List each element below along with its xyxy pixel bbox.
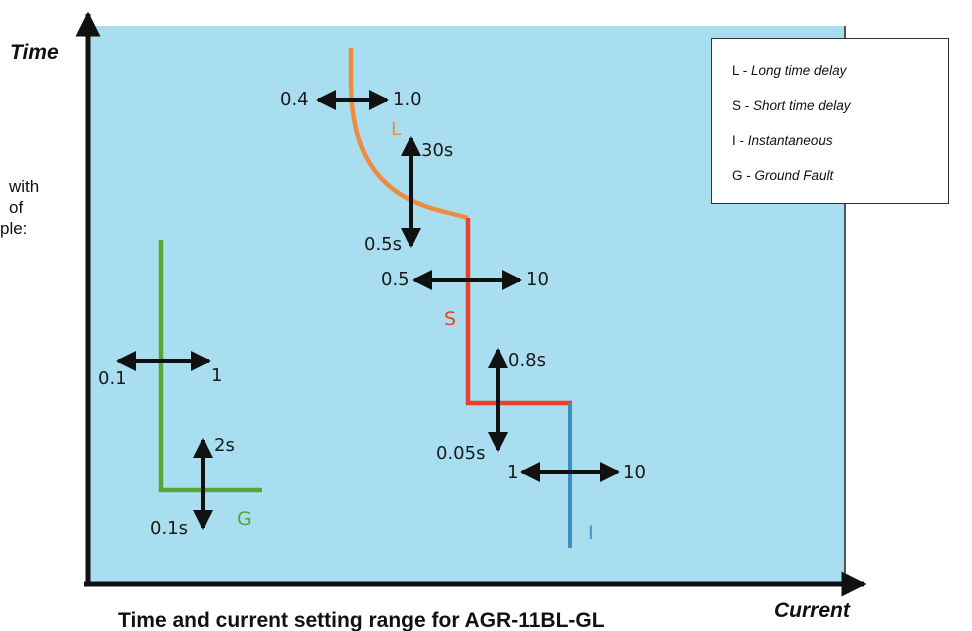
s-current-max-label: 10 bbox=[526, 269, 549, 290]
legend-code: S bbox=[732, 98, 742, 113]
l-time-min-label: 0.5s bbox=[364, 234, 403, 255]
s-curve-letter: S bbox=[444, 308, 457, 330]
s-time-min-label: 0.05s bbox=[436, 443, 486, 464]
legend-item-l: L - Long time delay bbox=[732, 63, 846, 78]
l-curve-letter: L bbox=[391, 118, 402, 140]
l-time-max-label: 30s bbox=[421, 140, 454, 161]
figure-caption: Time and current setting range for AGR-1… bbox=[118, 609, 605, 631]
legend-code: L bbox=[732, 63, 740, 78]
i-curve-letter: I bbox=[588, 522, 594, 544]
g-current-min-label: 0.1 bbox=[98, 368, 127, 389]
side-text-line-2: of bbox=[9, 198, 24, 217]
legend-item-i: I - Instantaneous bbox=[732, 133, 833, 148]
legend-code: I bbox=[732, 133, 736, 148]
side-text-line-3: ple: bbox=[0, 219, 28, 238]
i-current-max-label: 10 bbox=[623, 462, 646, 483]
legend-item-s: S - Short time delay bbox=[732, 98, 851, 113]
legend-box: L - Long time delay S - Short time delay… bbox=[711, 38, 949, 204]
legend-sep: - bbox=[735, 133, 748, 148]
g-curve-letter: G bbox=[237, 508, 252, 530]
legend-sep: - bbox=[739, 63, 752, 78]
legend-code: G bbox=[732, 168, 743, 183]
g-current-max-label: 1 bbox=[211, 365, 223, 386]
g-time-min-label: 0.1s bbox=[150, 518, 189, 539]
legend-desc: Instantaneous bbox=[747, 133, 833, 148]
legend-desc: Short time delay bbox=[753, 98, 851, 113]
legend-item-g: G - Ground Fault bbox=[732, 168, 833, 183]
legend-sep: - bbox=[742, 168, 755, 183]
side-text-line-1: with bbox=[9, 177, 40, 196]
l-current-min-label: 0.4 bbox=[280, 89, 309, 110]
legend-desc: Long time delay bbox=[751, 63, 847, 78]
legend-sep: - bbox=[741, 98, 754, 113]
g-time-max-label: 2s bbox=[214, 435, 235, 456]
legend-desc: Ground Fault bbox=[754, 168, 834, 183]
ground-fault-curve bbox=[158, 240, 262, 493]
i-current-min-label: 1 bbox=[507, 462, 519, 483]
x-axis-title: Current bbox=[774, 599, 850, 622]
y-axis-title: Time bbox=[10, 41, 59, 64]
l-current-max-label: 1.0 bbox=[393, 89, 422, 110]
s-time-max-label: 0.8s bbox=[508, 350, 547, 371]
s-current-min-label: 0.5 bbox=[381, 269, 410, 290]
